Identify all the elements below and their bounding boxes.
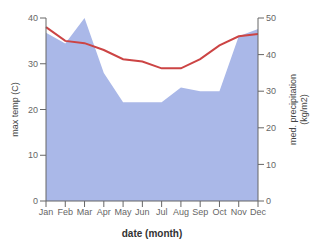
svg-text:10: 10	[266, 160, 276, 170]
svg-text:May: May	[115, 207, 133, 217]
svg-text:Dec: Dec	[250, 207, 267, 217]
svg-text:Jul: Jul	[156, 207, 168, 217]
svg-text:Sep: Sep	[192, 207, 208, 217]
svg-text:Jun: Jun	[135, 207, 150, 217]
svg-text:30: 30	[28, 59, 38, 69]
svg-text:Feb: Feb	[58, 207, 74, 217]
svg-text:date (month): date (month)	[122, 228, 183, 239]
svg-text:20: 20	[266, 123, 276, 133]
svg-text:0: 0	[33, 196, 38, 206]
svg-text:Aug: Aug	[173, 207, 189, 217]
svg-text:Jan: Jan	[39, 207, 54, 217]
svg-text:med. precipitation(kg/m2): med. precipitation(kg/m2)	[288, 74, 309, 145]
svg-text:40: 40	[266, 50, 276, 60]
svg-text:50: 50	[266, 13, 276, 23]
svg-text:Nov: Nov	[231, 207, 248, 217]
svg-text:10: 10	[28, 150, 38, 160]
svg-text:Mar: Mar	[77, 207, 93, 217]
svg-text:30: 30	[266, 86, 276, 96]
svg-text:40: 40	[28, 13, 38, 23]
svg-text:Apr: Apr	[97, 207, 111, 217]
svg-text:0: 0	[266, 196, 271, 206]
svg-text:max temp (C): max temp (C)	[10, 82, 20, 137]
svg-text:Oct: Oct	[212, 207, 227, 217]
svg-text:20: 20	[28, 105, 38, 115]
